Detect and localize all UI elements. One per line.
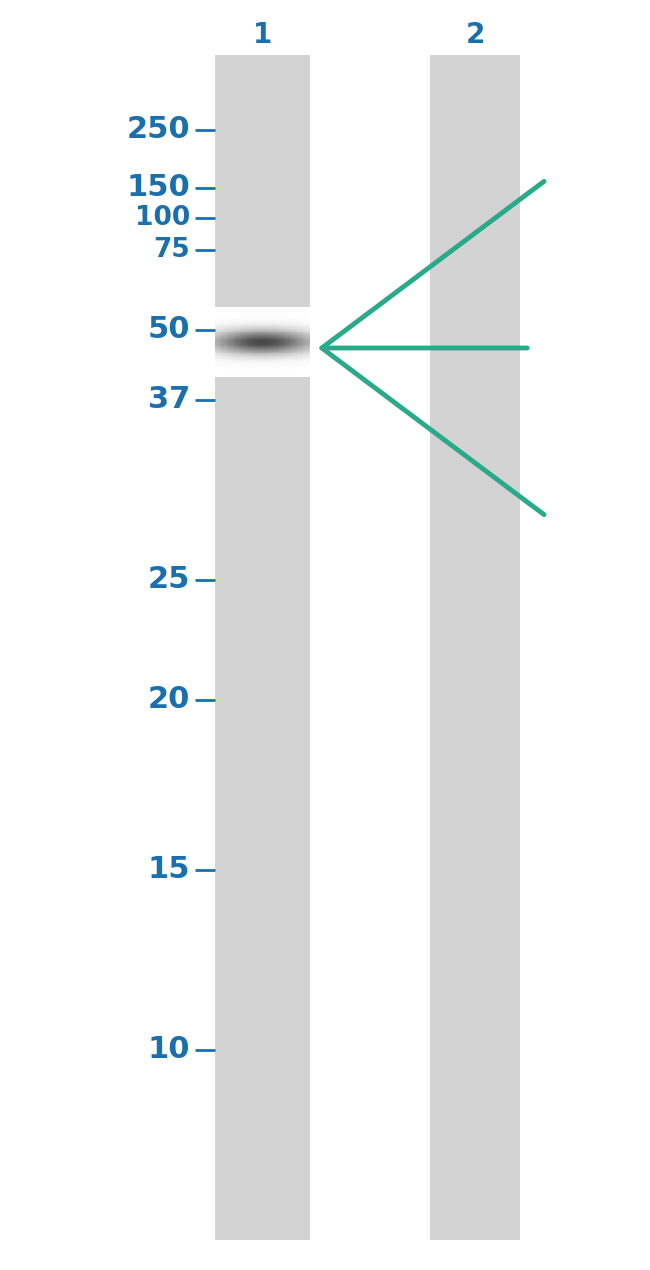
Text: 20: 20 — [148, 686, 190, 715]
Text: 1: 1 — [252, 22, 272, 50]
Text: 250: 250 — [126, 116, 190, 145]
Text: 2: 2 — [465, 22, 485, 50]
Text: 25: 25 — [148, 565, 190, 594]
Text: 100: 100 — [135, 204, 190, 231]
Text: 50: 50 — [148, 315, 190, 344]
Bar — [215, 55, 310, 1240]
Text: 75: 75 — [153, 237, 190, 263]
Text: 37: 37 — [148, 386, 190, 414]
Text: 150: 150 — [126, 174, 190, 202]
Text: 15: 15 — [148, 856, 190, 884]
Text: 10: 10 — [148, 1035, 190, 1064]
Bar — [430, 55, 520, 1240]
